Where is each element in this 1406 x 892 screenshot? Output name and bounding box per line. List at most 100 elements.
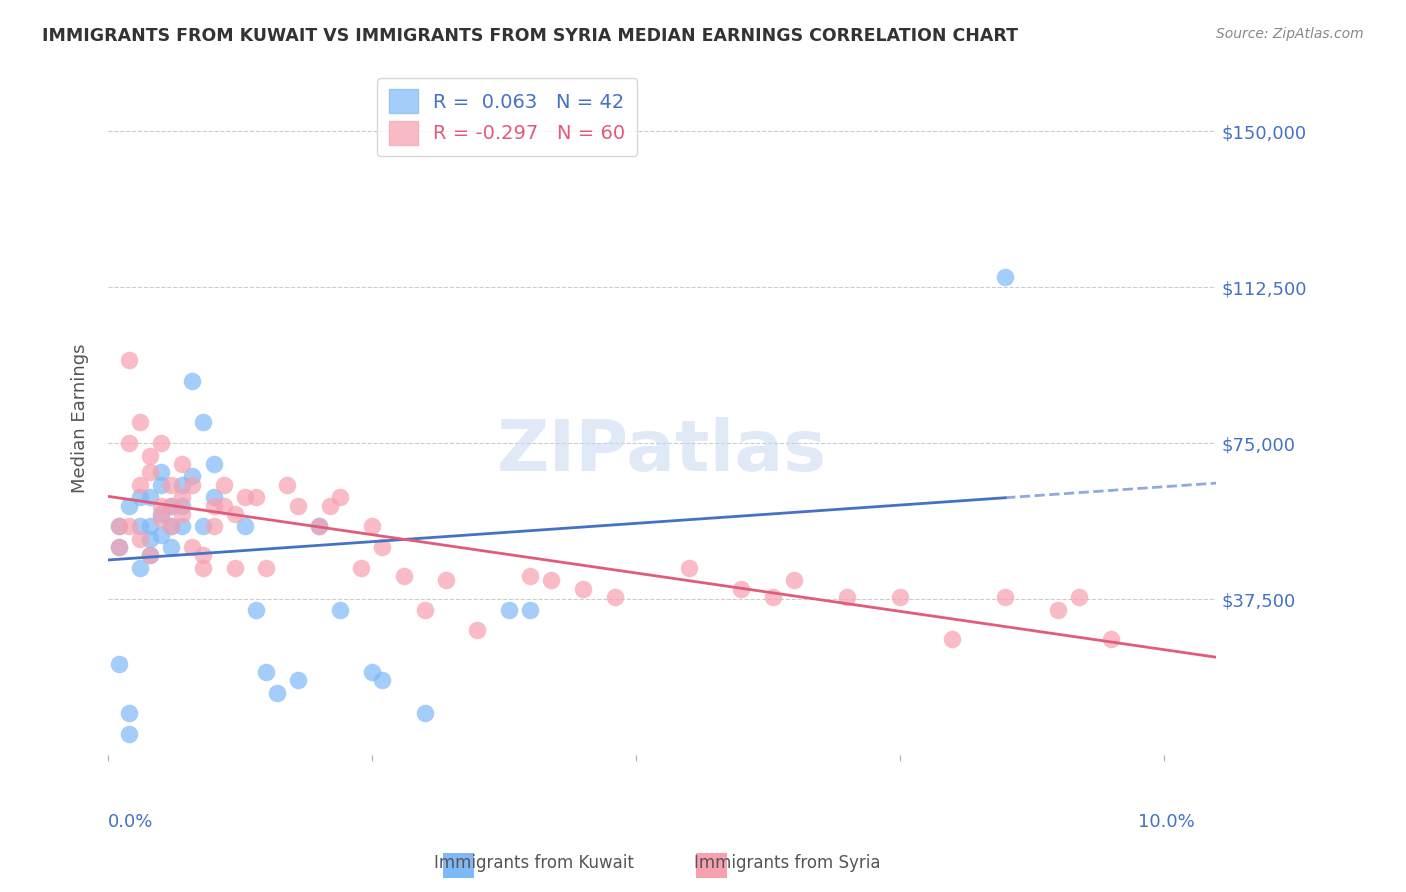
- Point: [254, 561, 277, 575]
- Point: [224, 507, 246, 521]
- Point: [160, 519, 183, 533]
- Point: [139, 549, 162, 563]
- Point: [434, 574, 457, 588]
- Point: [889, 590, 911, 604]
- Point: [107, 519, 129, 533]
- Point: [202, 457, 225, 471]
- Point: [107, 540, 129, 554]
- Point: [128, 490, 150, 504]
- Point: [139, 465, 162, 479]
- Point: [139, 519, 162, 533]
- Point: [572, 582, 595, 596]
- Point: [224, 561, 246, 575]
- Point: [287, 499, 309, 513]
- Point: [678, 561, 700, 575]
- Point: [118, 353, 141, 368]
- Point: [170, 507, 193, 521]
- Text: IMMIGRANTS FROM KUWAIT VS IMMIGRANTS FROM SYRIA MEDIAN EARNINGS CORRELATION CHAR: IMMIGRANTS FROM KUWAIT VS IMMIGRANTS FRO…: [42, 27, 1018, 45]
- Point: [128, 561, 150, 575]
- Point: [149, 507, 172, 521]
- Point: [835, 590, 858, 604]
- Point: [603, 590, 626, 604]
- Point: [308, 519, 330, 533]
- Point: [1099, 632, 1122, 646]
- Point: [128, 416, 150, 430]
- Text: 0.0%: 0.0%: [108, 814, 153, 831]
- Point: [191, 561, 214, 575]
- Point: [118, 727, 141, 741]
- Point: [139, 449, 162, 463]
- Text: 10.0%: 10.0%: [1139, 814, 1195, 831]
- Point: [540, 574, 562, 588]
- Point: [170, 457, 193, 471]
- Point: [128, 477, 150, 491]
- Point: [128, 532, 150, 546]
- Point: [266, 686, 288, 700]
- Point: [170, 499, 193, 513]
- Point: [139, 549, 162, 563]
- Point: [994, 269, 1017, 284]
- Point: [118, 499, 141, 513]
- Point: [149, 499, 172, 513]
- Point: [254, 665, 277, 679]
- Point: [107, 657, 129, 671]
- Point: [160, 499, 183, 513]
- Point: [212, 477, 235, 491]
- Point: [118, 519, 141, 533]
- Point: [118, 436, 141, 450]
- Point: [160, 477, 183, 491]
- Point: [308, 519, 330, 533]
- Point: [181, 477, 204, 491]
- Point: [181, 540, 204, 554]
- Point: [139, 532, 162, 546]
- Point: [212, 499, 235, 513]
- Point: [371, 673, 394, 688]
- Point: [498, 602, 520, 616]
- Point: [191, 549, 214, 563]
- Point: [149, 527, 172, 541]
- Point: [350, 561, 373, 575]
- Point: [318, 499, 340, 513]
- Point: [149, 465, 172, 479]
- Point: [128, 519, 150, 533]
- Point: [392, 569, 415, 583]
- Point: [1046, 602, 1069, 616]
- Point: [170, 519, 193, 533]
- Point: [762, 590, 785, 604]
- Point: [233, 519, 256, 533]
- Point: [202, 490, 225, 504]
- Point: [107, 519, 129, 533]
- Y-axis label: Median Earnings: Median Earnings: [72, 343, 89, 493]
- Point: [730, 582, 752, 596]
- Point: [1067, 590, 1090, 604]
- Point: [329, 602, 352, 616]
- Text: ZIPatlas: ZIPatlas: [498, 417, 827, 486]
- Point: [202, 499, 225, 513]
- Point: [107, 540, 129, 554]
- Point: [360, 665, 382, 679]
- Point: [191, 519, 214, 533]
- Point: [245, 490, 267, 504]
- Point: [371, 540, 394, 554]
- Point: [276, 477, 298, 491]
- Point: [233, 490, 256, 504]
- Point: [360, 519, 382, 533]
- Point: [170, 490, 193, 504]
- Legend: R =  0.063   N = 42, R = -0.297   N = 60: R = 0.063 N = 42, R = -0.297 N = 60: [377, 78, 637, 156]
- Point: [170, 477, 193, 491]
- Point: [202, 519, 225, 533]
- Text: Immigrants from Syria: Immigrants from Syria: [695, 855, 880, 872]
- Point: [181, 469, 204, 483]
- Point: [467, 624, 489, 638]
- Point: [329, 490, 352, 504]
- Point: [413, 602, 436, 616]
- Point: [287, 673, 309, 688]
- Point: [941, 632, 963, 646]
- Point: [519, 569, 541, 583]
- Point: [149, 477, 172, 491]
- Point: [139, 490, 162, 504]
- Point: [160, 540, 183, 554]
- Text: Immigrants from Kuwait: Immigrants from Kuwait: [434, 855, 634, 872]
- Point: [181, 374, 204, 388]
- Point: [245, 602, 267, 616]
